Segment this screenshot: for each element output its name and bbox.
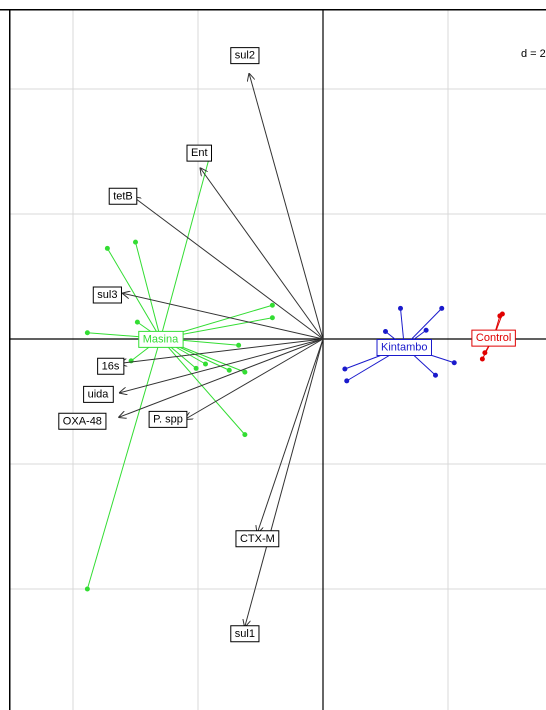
group-label-control-text: Control — [476, 332, 511, 344]
group-label-control-box — [471, 329, 516, 347]
point-masina — [242, 369, 248, 375]
group-label-kintambo-text: Kintambo — [381, 342, 427, 354]
arrow-16s — [120, 338, 324, 363]
arrow-sul3 — [123, 293, 324, 340]
left-border — [9, 9, 11, 710]
variable-label-16s: 16s — [97, 357, 125, 375]
spoke-masina — [106, 248, 161, 339]
variable-label-uida-text: uida — [88, 388, 110, 400]
point-masina — [203, 361, 208, 367]
variable-label-sul2-box — [230, 47, 260, 65]
variable-label-sul3-text: sul3 — [97, 289, 117, 301]
variable-label-uida: uida — [83, 385, 114, 403]
variable-arrows — [119, 74, 324, 627]
top-border — [0, 9, 546, 11]
point-kintambo — [451, 360, 457, 366]
point-masina — [242, 432, 248, 438]
point-masina — [226, 367, 232, 373]
spoke-masina — [160, 157, 210, 339]
variable-labels: sul2 Ent tetB sul3 16s uida OXA-48 P. spp CTX-M s… — [58, 47, 280, 643]
arrow-p-spp — [186, 338, 324, 419]
variable-label-ctx-m-text: CTX-M — [240, 533, 275, 545]
arrow-ctx-m — [257, 338, 324, 533]
arrow-sul2 — [249, 74, 324, 340]
point-masina — [104, 245, 110, 251]
variable-label-oxa-48-text: OXA-48 — [63, 415, 102, 427]
variable-label-oxa-48: OXA-48 — [58, 412, 107, 430]
variable-label-ctx-m-box — [235, 530, 280, 548]
point-masina — [193, 365, 199, 371]
point-masina — [134, 319, 140, 325]
point-kintambo — [344, 378, 350, 384]
variable-label-sul2-text: sul2 — [235, 50, 255, 62]
variable-label-tetb-box — [108, 187, 138, 205]
point-masina — [84, 586, 90, 592]
group-label-masina-text: Masina — [143, 333, 179, 345]
variable-label-sul3: sul3 — [92, 286, 122, 304]
group-label-control: Control — [471, 329, 516, 347]
point-masina — [84, 330, 90, 336]
point-kintambo — [423, 327, 429, 333]
variable-label-16s-text: 16s — [102, 360, 120, 372]
spoke-masina — [135, 241, 161, 339]
group-label-kintambo-box — [376, 339, 432, 356]
arrow-sul1 — [245, 338, 324, 627]
axes — [10, 10, 546, 710]
variable-label-sul3-box — [92, 286, 122, 304]
arrow-ent — [201, 168, 324, 340]
group-label-masina-box — [138, 330, 184, 348]
group-label-kintambo: Kintambo — [376, 339, 432, 356]
variable-label-ent-box — [186, 144, 213, 162]
variable-label-16s-box — [97, 357, 125, 375]
variable-label-oxa-48-box — [58, 412, 107, 430]
group-labels: Masina Kintambo Control — [138, 329, 516, 356]
point-kintambo — [433, 372, 438, 378]
scale-label: d = 2 — [521, 48, 546, 60]
point-kintambo — [439, 305, 445, 311]
variable-label-ctx-m: CTX-M — [235, 530, 280, 548]
arrow-uida — [120, 338, 324, 393]
variable-label-p-spp: P. spp — [148, 410, 188, 428]
variable-label-tetb: tetB — [108, 187, 138, 205]
variable-label-p-spp-box — [148, 410, 188, 428]
point-masina — [269, 315, 275, 321]
variable-label-ent-text: Ent — [191, 147, 208, 159]
variable-label-ent: Ent — [186, 144, 213, 162]
variable-label-p-spp-text: P. spp — [153, 413, 183, 425]
point-kintambo — [398, 305, 403, 311]
variable-label-tetb-text: tetB — [113, 190, 133, 202]
point-masina — [269, 302, 275, 308]
spoke-masina — [86, 338, 161, 590]
arrow-oxa-48 — [119, 338, 324, 417]
variable-label-sul1-text: sul1 — [235, 628, 255, 640]
point-control — [497, 313, 503, 319]
point-kintambo — [342, 366, 348, 372]
point-control — [482, 350, 488, 356]
variable-label-uida-box — [83, 385, 114, 403]
variable-label-sul1: sul1 — [230, 625, 260, 643]
point-masina — [133, 239, 138, 245]
variable-label-sul1-box — [230, 625, 260, 643]
variable-label-sul2: sul2 — [230, 47, 260, 65]
spoke-masina — [160, 338, 246, 435]
point-kintambo — [383, 329, 388, 334]
arrow-tetb — [134, 197, 324, 340]
point-control — [479, 356, 485, 362]
point-masina — [236, 342, 242, 348]
group-label-masina: Masina — [138, 330, 184, 348]
